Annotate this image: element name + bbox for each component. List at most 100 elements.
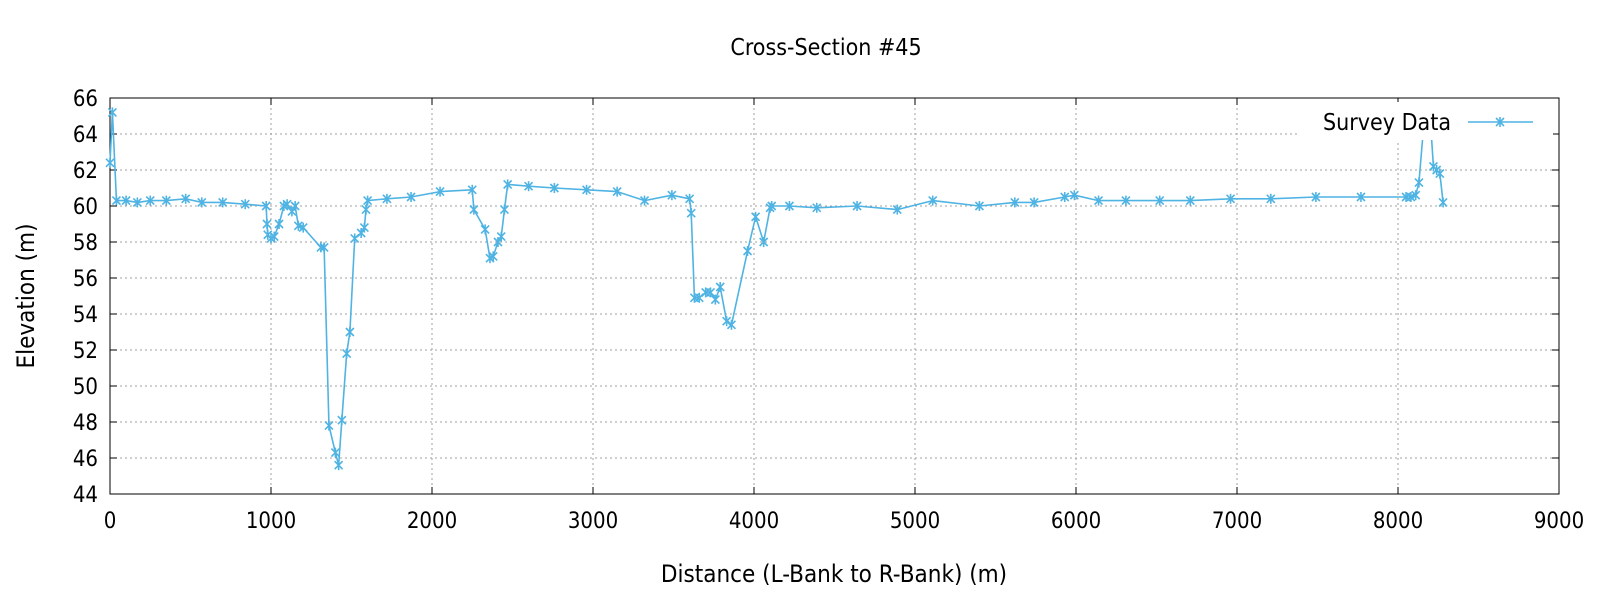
data-point [549,183,559,193]
data-point [342,348,352,359]
data-point [218,197,228,208]
data-point [705,287,716,298]
x-tick-label: 6000 [1051,509,1101,534]
data-point [1411,190,1421,201]
data-point [261,201,271,211]
data-point [892,204,902,215]
data-point [161,195,171,206]
data-point [350,233,360,244]
data-point [1093,195,1104,206]
data-point [1435,168,1445,179]
data-point [667,190,677,201]
y-tick-label: 62 [73,159,98,184]
legend-background [1298,102,1553,140]
data-point [751,211,761,222]
y-tick-label: 58 [73,231,98,256]
data-point [324,420,334,431]
data-point [269,231,279,242]
y-tick-label: 44 [73,483,98,508]
data-point [240,199,250,210]
data-point [581,184,592,195]
legend-marker [1495,117,1505,127]
data-point [262,219,272,229]
data-point [612,186,622,197]
data-point [1406,192,1416,202]
grid [110,98,1559,494]
series-layer [105,107,1448,471]
data-point [722,316,732,327]
data-point [319,242,329,253]
data-point [121,195,131,206]
x-axis-label: Distance (L-Bank to R-Bank) (m) [661,560,1007,588]
data-point [974,201,984,211]
data-point [1225,193,1236,204]
data-point [467,184,477,195]
data-point [181,193,191,204]
data-point [499,204,510,215]
data-point [1060,192,1070,202]
x-tick-label: 5000 [890,509,940,534]
series-line [109,111,1444,467]
data-point [111,195,122,206]
data-point [363,195,373,206]
data-point [1414,177,1424,188]
data-point [337,415,347,426]
data-point [488,251,498,262]
legend-label: Survey Data [1323,110,1451,136]
data-point [524,181,534,192]
data-point [1029,197,1039,208]
data-point [742,246,753,256]
data-point [197,197,207,208]
x-tick-label: 9000 [1534,509,1584,534]
y-tick-label: 46 [73,447,98,472]
data-point [282,199,292,210]
data-point [1010,197,1020,208]
y-tick-label: 60 [73,195,98,220]
data-point [503,179,513,190]
x-tick-label: 4000 [729,509,779,534]
data-point [1438,197,1448,208]
data-point [132,197,142,208]
data-point [290,201,300,211]
data-point [639,195,650,206]
y-tick-label: 66 [73,87,98,112]
data-point [1356,192,1366,202]
data-point [406,192,416,202]
data-point [1311,192,1321,202]
y-tick-label: 54 [73,303,98,328]
y-tick-label: 64 [73,123,98,148]
axis-ticks: 0 1000 2000 3000 4000 5000 6000 7000 8000 9000 44 4… [73,87,1584,534]
data-point [726,319,737,330]
legend: Survey Data [1298,102,1553,140]
y-tick-label: 56 [73,267,98,292]
data-point [145,195,155,206]
data-point [686,208,696,219]
data-point [345,327,355,337]
x-tick-label: 0 [104,509,117,534]
data-point [715,282,725,292]
x-tick-label: 3000 [568,509,618,534]
data-point [685,193,695,204]
y-tick-label: 48 [73,411,98,436]
data-point [435,186,445,197]
data-point [274,219,284,229]
data-point [469,204,479,215]
legend-marker-glyph [1495,117,1505,127]
x-tick-label: 8000 [1373,509,1423,534]
data-point [1185,195,1195,206]
data-point [496,231,506,242]
y-tick-label: 50 [73,375,98,400]
data-point [710,294,720,305]
data-point [1069,190,1079,201]
x-tick-label: 7000 [1212,509,1262,534]
data-point [359,222,369,233]
data-point [1266,193,1276,204]
data-point [812,202,822,213]
data-point [105,157,115,168]
x-tick-label: 2000 [407,509,457,534]
x-tick-label: 1000 [246,509,296,534]
data-point [784,201,794,211]
data-point [334,460,344,471]
chart-title: Cross-Section #45 [730,35,921,61]
